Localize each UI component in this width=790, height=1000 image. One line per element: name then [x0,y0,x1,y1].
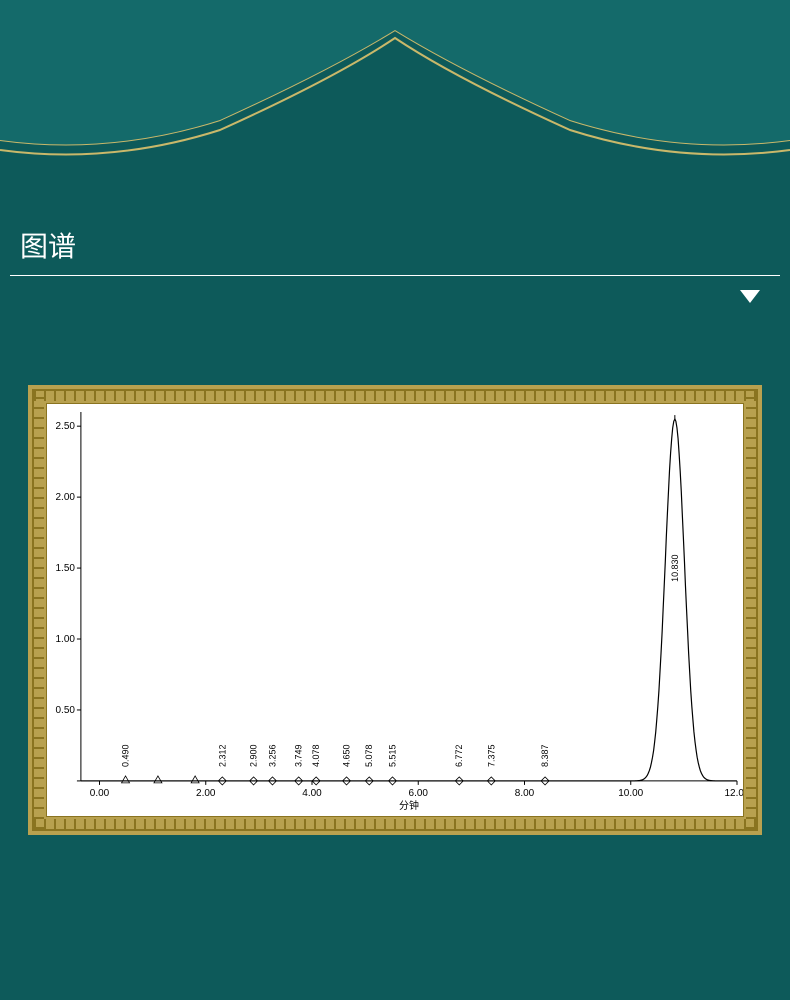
svg-text:4.078: 4.078 [311,744,321,766]
svg-text:10.830: 10.830 [670,554,680,581]
svg-text:5.515: 5.515 [387,744,397,766]
svg-text:8.00: 8.00 [515,788,535,799]
section-title: 图谱 [20,225,76,265]
svg-text:2.50: 2.50 [56,421,76,432]
svg-text:2.900: 2.900 [249,744,259,766]
svg-text:1.50: 1.50 [56,563,76,574]
svg-text:6.00: 6.00 [409,788,429,799]
svg-text:3.256: 3.256 [267,744,277,766]
chromatogram-plot: 0.50 1.00 1.50 2.00 2.50 0.00 2.00 4.00 6.00 8.00… [47,404,743,817]
svg-text:4.00: 4.00 [302,788,322,799]
header-arc-ornament [0,0,790,170]
svg-text:4.650: 4.650 [342,744,352,766]
section-divider [10,275,780,276]
svg-text:10.00: 10.00 [618,788,643,799]
svg-text:1.00: 1.00 [56,634,76,645]
svg-text:3.749: 3.749 [294,744,304,766]
svg-text:0.00: 0.00 [90,788,110,799]
expand-indicator-icon [740,290,760,303]
svg-text:8.387: 8.387 [540,744,550,766]
svg-text:6.772: 6.772 [454,744,464,766]
svg-text:2.00: 2.00 [196,788,216,799]
svg-text:0.50: 0.50 [56,705,76,716]
svg-text:2.312: 2.312 [217,744,227,766]
svg-text:2.00: 2.00 [56,492,76,503]
chromatogram-frame: 0.50 1.00 1.50 2.00 2.50 0.00 2.00 4.00 6.00 8.00… [28,385,762,835]
svg-text:0.490: 0.490 [121,744,131,766]
svg-text:7.375: 7.375 [486,744,496,766]
svg-text:分钟: 分钟 [399,799,419,812]
svg-text:5.078: 5.078 [364,744,374,766]
svg-text:12.00: 12.00 [725,788,743,799]
chromatogram-panel: 0.50 1.00 1.50 2.00 2.50 0.00 2.00 4.00 6.00 8.00… [46,403,744,817]
